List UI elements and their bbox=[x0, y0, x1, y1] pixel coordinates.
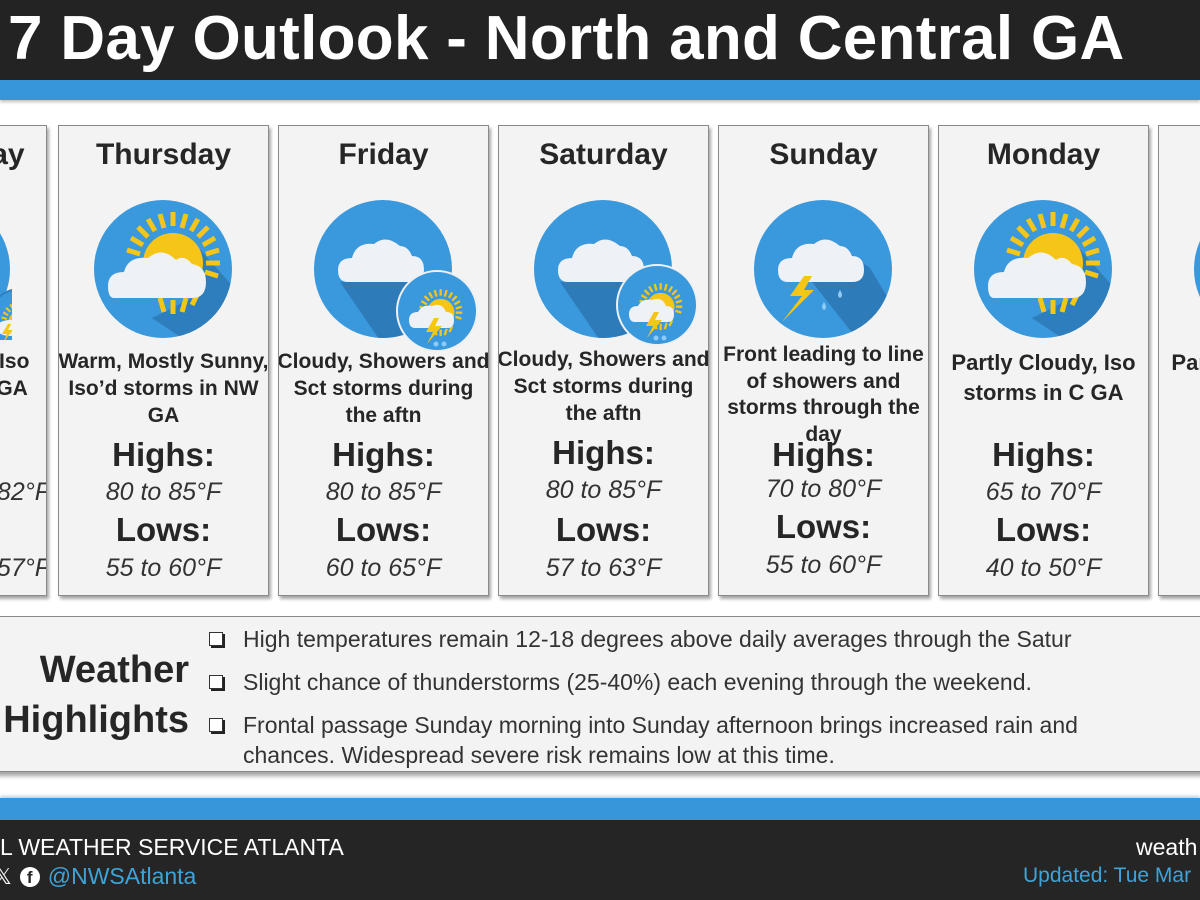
footer-bar: L WEATHER SERVICE ATLANTA 𝕏 f @NWSAtlant… bbox=[0, 820, 1200, 900]
header-bar: 7 Day Outlook - North and Central GA bbox=[0, 0, 1200, 80]
thunderstorm-rain-icon bbox=[752, 198, 894, 340]
highs-value: 80 to 85°F bbox=[105, 478, 222, 506]
highlights-list: High temperatures remain 12-18 degrees a… bbox=[207, 623, 1200, 782]
highlights-title: Weather Highlights bbox=[3, 649, 189, 741]
lows-label: Lows: bbox=[555, 511, 652, 548]
lows-value: 55 to 60°F bbox=[105, 554, 222, 582]
partly-sunny-icon bbox=[92, 198, 234, 340]
social-links: 𝕏 f @NWSAtlanta bbox=[0, 863, 196, 890]
highs-label: Highs: bbox=[992, 436, 1095, 473]
x-icon[interactable]: 𝕏 bbox=[0, 863, 12, 889]
lows-label: Lows: bbox=[775, 508, 872, 545]
facebook-icon[interactable]: f bbox=[19, 866, 40, 887]
accent-bar-top bbox=[0, 80, 1200, 100]
day-card-saturday: Saturday Cloudy, Showers and Sct storms … bbox=[498, 125, 709, 596]
highlight-item: Frontal passage Sunday morning into Sund… bbox=[207, 709, 1200, 741]
organization-name: L WEATHER SERVICE ATLANTA bbox=[0, 834, 344, 860]
social-handle-link[interactable]: @NWSAtlanta bbox=[47, 863, 197, 889]
highlight-item: High temperatures remain 12-18 degrees a… bbox=[207, 623, 1200, 655]
checkbox-bullet-icon bbox=[209, 632, 223, 646]
highs-value: 80 to 85°F bbox=[545, 476, 662, 504]
lows-label: Lows: bbox=[335, 511, 432, 548]
checkbox-bullet-icon bbox=[209, 718, 223, 732]
weather-highlights-panel: Weather Highlights High temperatures rem… bbox=[0, 616, 1200, 772]
lows-value: 60 to 65°F bbox=[325, 554, 442, 582]
highs-value: 80 to 85°F bbox=[325, 478, 442, 506]
day-description: Front leading to line of showers and sto… bbox=[723, 343, 924, 446]
day-card-sunday: Sunday Front leading to line of showers … bbox=[718, 125, 929, 596]
highlight-item-continued: chances. Widespread severe risk remains … bbox=[243, 742, 835, 768]
day-name: Friday bbox=[338, 138, 429, 171]
day-description: Partly Cloudy, Iso storms in C GA bbox=[951, 350, 1136, 405]
weather-icon bbox=[1192, 198, 1200, 340]
day-name: Wednesday bbox=[0, 138, 25, 171]
lows-label: Lows: bbox=[115, 511, 212, 548]
day-card-friday: Friday Cloudy, Showers and Sct storms du… bbox=[278, 125, 489, 596]
day-name: Sunday bbox=[769, 138, 878, 171]
page-title: 7 Day Outlook - North and Central GA bbox=[8, 4, 1125, 73]
highlight-item: Slight chance of thunderstorms (25-40%) … bbox=[207, 666, 1200, 698]
day-description: Cloudy, Showers and Sct storms during th… bbox=[278, 350, 489, 427]
website-link[interactable]: weath bbox=[1136, 834, 1198, 860]
highs-value: 70 to 80°F bbox=[765, 475, 882, 503]
day-card-tuesday: T Partly Cloudy, Iso storms bbox=[1158, 125, 1200, 596]
partly-sunny-icon bbox=[972, 198, 1114, 340]
accent-bar-bottom bbox=[0, 798, 1200, 820]
lows-value: 55 to 60°F bbox=[765, 551, 882, 579]
cloud-with-partly-sunny-storm-icon bbox=[0, 198, 46, 352]
highs-label: Highs: bbox=[112, 436, 215, 473]
day-description: Partly Cloudy, Iso storms in NW GA bbox=[0, 350, 30, 400]
day-card-monday: Monday Partly Cloudy, Iso storms in C GA… bbox=[938, 125, 1149, 596]
day-description: Warm, Mostly Sunny, Iso’d storms in NW G… bbox=[58, 350, 269, 427]
checkbox-bullet-icon bbox=[209, 675, 223, 689]
day-card-wednesday: Wednesday Partly Cloudy, Iso storms in N… bbox=[0, 125, 47, 596]
cloudy-with-storm-badge-icon bbox=[312, 198, 478, 352]
day-name: Thursday bbox=[95, 138, 232, 171]
day-description: Partly Cloudy, Iso storms bbox=[1171, 350, 1200, 375]
highs-label: Highs: bbox=[772, 436, 875, 473]
lows-value: 52 to 57°F bbox=[0, 554, 46, 582]
highs-label: Highs: bbox=[332, 436, 435, 473]
day-description: Cloudy, Showers and Sct storms during th… bbox=[498, 348, 709, 425]
day-name: Monday bbox=[986, 138, 1101, 171]
lows-value: 57 to 63°F bbox=[545, 554, 662, 582]
lows-value: 40 to 50°F bbox=[985, 554, 1102, 582]
highs-value: 65 to 70°F bbox=[985, 478, 1102, 506]
highs-value: 77 to 82°F bbox=[0, 478, 46, 506]
cloudy-with-storm-badge-icon bbox=[532, 198, 698, 346]
lows-label: Lows: bbox=[995, 511, 1092, 548]
day-name: Saturday bbox=[539, 138, 668, 171]
updated-timestamp: Updated: Tue Mar bbox=[1023, 864, 1192, 887]
day-card-thursday: Thursday Warm, Mostly Sunny, Iso’d storm… bbox=[58, 125, 269, 596]
highs-label: Highs: bbox=[552, 434, 655, 471]
